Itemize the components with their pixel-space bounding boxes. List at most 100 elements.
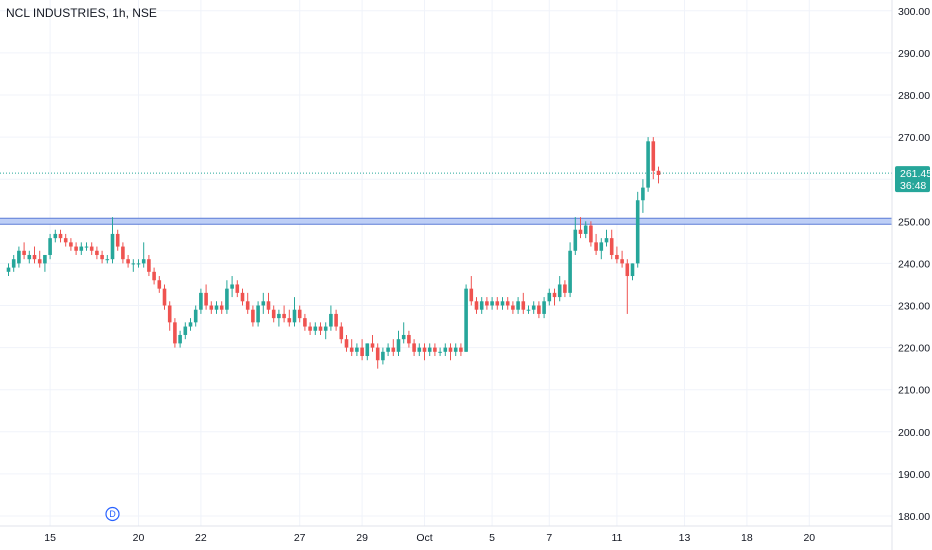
candle-up: [178, 330, 182, 348]
price-tick-label: 250.00: [898, 216, 930, 228]
candle-up: [261, 292, 266, 314]
candle-up: [646, 137, 650, 192]
candle-up: [141, 242, 146, 268]
candle-body: [412, 343, 416, 352]
price-tag-value: 261.45: [900, 168, 932, 180]
candle-down: [297, 305, 302, 323]
candle-body: [438, 351, 442, 353]
candle-body: [407, 334, 411, 344]
candle-up: [490, 297, 494, 310]
candle-body: [183, 326, 188, 335]
candle-down: [537, 301, 541, 319]
candle-down: [422, 343, 427, 361]
candle-down: [282, 305, 286, 323]
candle-up: [542, 297, 546, 319]
candle-up: [329, 305, 333, 331]
candle-down: [152, 267, 156, 285]
candle-body: [386, 347, 390, 352]
candle-body: [583, 225, 588, 234]
candle-up: [531, 301, 536, 314]
candle-body: [89, 246, 94, 251]
candle-down: [344, 334, 349, 352]
horizontal-level[interactable]: [0, 217, 892, 225]
time-tick-label: 20: [133, 532, 145, 544]
price-axis[interactable]: 180.00 190.00 200.00 210.00 220.00 230.00 240.…: [891, 0, 930, 550]
candle-body: [292, 309, 297, 323]
candle-body: [303, 318, 307, 327]
candle-body: [474, 301, 479, 310]
candle-up: [641, 179, 645, 213]
candle-down: [412, 339, 416, 357]
candle-body: [339, 326, 344, 340]
price-tick-label: 280.00: [898, 90, 930, 102]
candle-up: [573, 217, 578, 255]
candle-up: [53, 229, 58, 243]
candle-body: [448, 347, 453, 352]
candle-down: [287, 309, 292, 327]
candle-body: [490, 301, 494, 306]
candle-up: [417, 343, 422, 357]
candle-down: [245, 292, 250, 314]
dividend-marker-circle[interactable]: [105, 506, 120, 522]
candle-body: [656, 170, 661, 175]
candle-body: [521, 301, 526, 310]
candle-body: [74, 246, 78, 251]
candle-body: [277, 313, 281, 319]
candle-down: [308, 322, 312, 335]
candle-up: [193, 305, 198, 327]
candle-body: [199, 292, 203, 310]
candles-group: [6, 137, 661, 369]
dividend-marker[interactable]: D: [105, 506, 120, 522]
candle-up: [381, 347, 385, 365]
candle-body: [313, 326, 318, 331]
candle-down: [95, 246, 99, 260]
grid-lines: [0, 0, 892, 526]
candle-up: [568, 242, 572, 298]
candle-down: [360, 339, 364, 361]
candle-body: [635, 200, 640, 264]
candle-up: [188, 318, 193, 331]
candle-body: [578, 229, 583, 234]
candle-up: [599, 238, 604, 260]
candle-body: [105, 259, 110, 261]
candle-body: [256, 305, 260, 323]
candle-body: [422, 347, 427, 352]
candle-down: [240, 288, 245, 306]
candle-body: [573, 229, 578, 251]
candle-body: [240, 292, 245, 302]
time-tick-label: Oct: [416, 532, 432, 544]
candle-body: [121, 246, 125, 260]
candle-down: [32, 246, 37, 264]
candle-body: [589, 225, 593, 243]
candle-down: [147, 254, 151, 277]
candle-up: [11, 254, 16, 272]
candle-up: [438, 347, 442, 357]
candle-body: [219, 305, 224, 310]
candle-up: [214, 301, 219, 314]
candle-up: [427, 343, 432, 357]
candle-body: [557, 284, 562, 298]
candle-up: [443, 343, 448, 357]
candle-body: [594, 242, 598, 251]
candle-body: [318, 326, 323, 331]
candle-up: [464, 284, 468, 352]
candle-up: [630, 263, 635, 281]
candle-body: [48, 238, 52, 255]
candle-body: [27, 254, 32, 260]
candle-body: [547, 292, 552, 302]
level-band[interactable]: [0, 218, 892, 225]
candle-up: [516, 297, 520, 314]
candle-body: [37, 259, 42, 264]
candle-down: [318, 322, 323, 335]
candle-body: [11, 259, 16, 268]
candle-down: [167, 301, 172, 331]
candle-body: [157, 280, 162, 289]
candle-body: [526, 309, 531, 311]
candle-body: [651, 141, 656, 171]
candle-body: [630, 263, 635, 277]
time-axis[interactable]: 15 20 22 27 29 Oct 5 7 11 13 18 20: [0, 525, 892, 544]
candle-body: [193, 309, 198, 323]
price-tick-label: 240.00: [898, 258, 930, 270]
